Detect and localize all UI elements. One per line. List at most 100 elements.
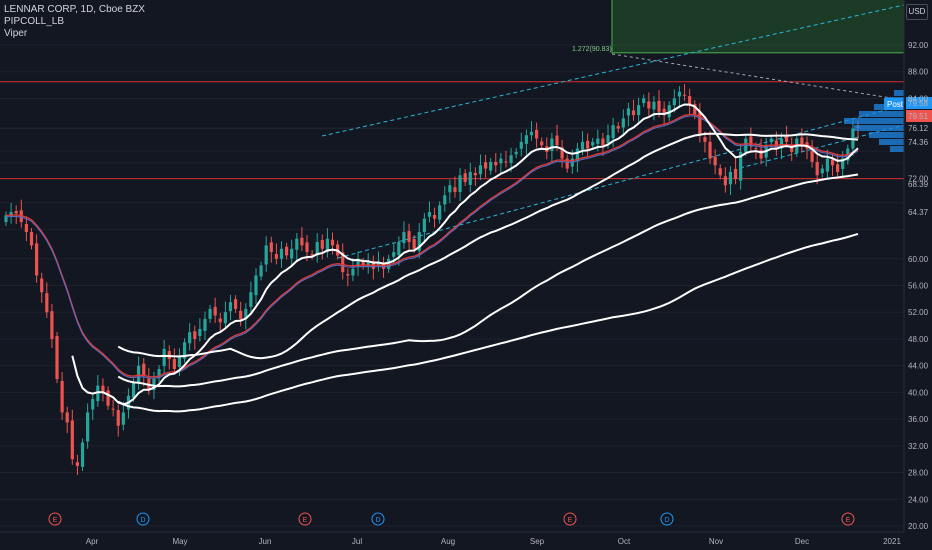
candle-body	[284, 246, 289, 256]
candle-body	[356, 258, 360, 267]
candle-body	[560, 147, 564, 159]
candle-body	[494, 161, 498, 166]
candle-body	[341, 252, 345, 273]
currency-badge[interactable]: USD	[906, 4, 928, 20]
price-tag-64-37: 64.37	[908, 208, 929, 217]
dividend-marker	[371, 512, 385, 526]
ma-slow-line	[117, 173, 859, 388]
candle-body	[259, 265, 263, 277]
indicator-viper[interactable]: Viper	[4, 28, 28, 39]
chart-grid	[0, 44, 904, 527]
candle-body	[274, 254, 278, 259]
candle-body	[815, 161, 819, 176]
candle-body	[397, 242, 401, 256]
candle-body	[754, 148, 758, 150]
volume-profile-bar	[869, 132, 904, 138]
candle-body	[483, 162, 488, 169]
price-tick-label: 40.00	[908, 388, 929, 397]
symbol-title[interactable]: LENNAR CORP, 1D, Cboe BZX	[4, 4, 145, 15]
candle-body	[111, 408, 115, 410]
candle-body	[784, 136, 789, 142]
candle-body	[14, 211, 18, 214]
price-axis[interactable]: 20.00 24.00 28.00 32.00 36.00 40.00 44.00 48.00…	[903, 0, 932, 532]
candle-body	[779, 138, 784, 149]
candle-body	[463, 173, 467, 182]
candle-body	[835, 164, 840, 172]
candle-body	[188, 332, 192, 344]
candle-body	[749, 136, 753, 146]
candle-body	[790, 144, 794, 152]
candle-body	[810, 150, 814, 162]
candle-body	[733, 168, 738, 179]
candle-body	[682, 94, 687, 96]
candle-body	[177, 355, 182, 368]
candle-body	[137, 365, 141, 383]
dividend-label: D	[664, 517, 669, 524]
candle-body	[565, 158, 569, 169]
candle-body	[509, 155, 513, 163]
candle-body	[65, 412, 69, 423]
candle-body	[774, 140, 778, 149]
candle-body	[728, 171, 733, 185]
candles	[4, 84, 860, 475]
candle-body	[223, 312, 227, 324]
price-tag-74-36: 74.36	[908, 138, 929, 147]
candle-body	[9, 212, 13, 217]
candle-body	[80, 442, 85, 467]
candle-body	[142, 363, 146, 376]
candle-body	[218, 318, 222, 323]
earnings-label: E	[53, 517, 58, 524]
candle-body	[131, 382, 136, 398]
price-tick-label: 84.00	[908, 94, 929, 103]
candle-body	[422, 218, 426, 233]
candle-body	[315, 242, 319, 256]
candle-body	[443, 195, 447, 205]
candle-body	[514, 151, 518, 155]
candle-body	[841, 158, 845, 169]
chart-legend: LENNAR CORP, 1D, Cboe BZX PIPCOLL_LB Vip…	[4, 4, 145, 40]
price-tick-label: 28.00	[908, 469, 929, 478]
candle-body	[677, 91, 682, 97]
candle-body	[254, 275, 258, 296]
candle-body	[172, 358, 176, 370]
volume-profile-bar	[844, 118, 904, 124]
candle-body	[631, 110, 636, 116]
candle-body	[555, 135, 559, 146]
candle-body	[75, 462, 80, 466]
dividend-marker	[136, 512, 150, 526]
fib-label: 1.272(90.83)	[572, 46, 612, 53]
candle-body	[106, 390, 110, 406]
candle-body	[167, 350, 171, 359]
candle-body	[55, 335, 59, 380]
candle-body	[591, 141, 595, 146]
candle-body	[29, 232, 34, 246]
candle-body	[647, 101, 651, 109]
time-axis[interactable]: Apr May Jun Jul Aug Sep Oct Nov Dec 2021	[0, 531, 904, 546]
candle-body	[432, 215, 437, 219]
candle-body	[233, 299, 238, 309]
candle-body	[489, 161, 493, 171]
candle-body	[468, 171, 472, 185]
moving-averages	[5, 103, 859, 413]
candle-body	[392, 252, 396, 257]
price-tag-bg	[906, 110, 932, 122]
post-label: Post	[887, 100, 904, 109]
candle-body	[249, 292, 253, 307]
indicator-pipcoll[interactable]: PIPCOLL_LB	[4, 16, 65, 27]
candle-body	[820, 168, 824, 174]
candle-body	[453, 187, 457, 192]
candle-body	[290, 248, 294, 259]
month-label-dec: Dec	[795, 537, 809, 546]
candle-body	[264, 245, 268, 265]
candle-body	[86, 412, 90, 442]
candle-body	[162, 348, 166, 367]
candle-body	[325, 238, 330, 252]
candle-body	[60, 381, 64, 413]
candle-body	[499, 158, 503, 164]
candle-body	[300, 237, 304, 246]
candle-body	[96, 385, 100, 402]
price-tick-label: 72.00	[908, 175, 929, 184]
price-tick-label: 56.00	[908, 282, 929, 291]
volume-profile-bar	[890, 146, 904, 152]
